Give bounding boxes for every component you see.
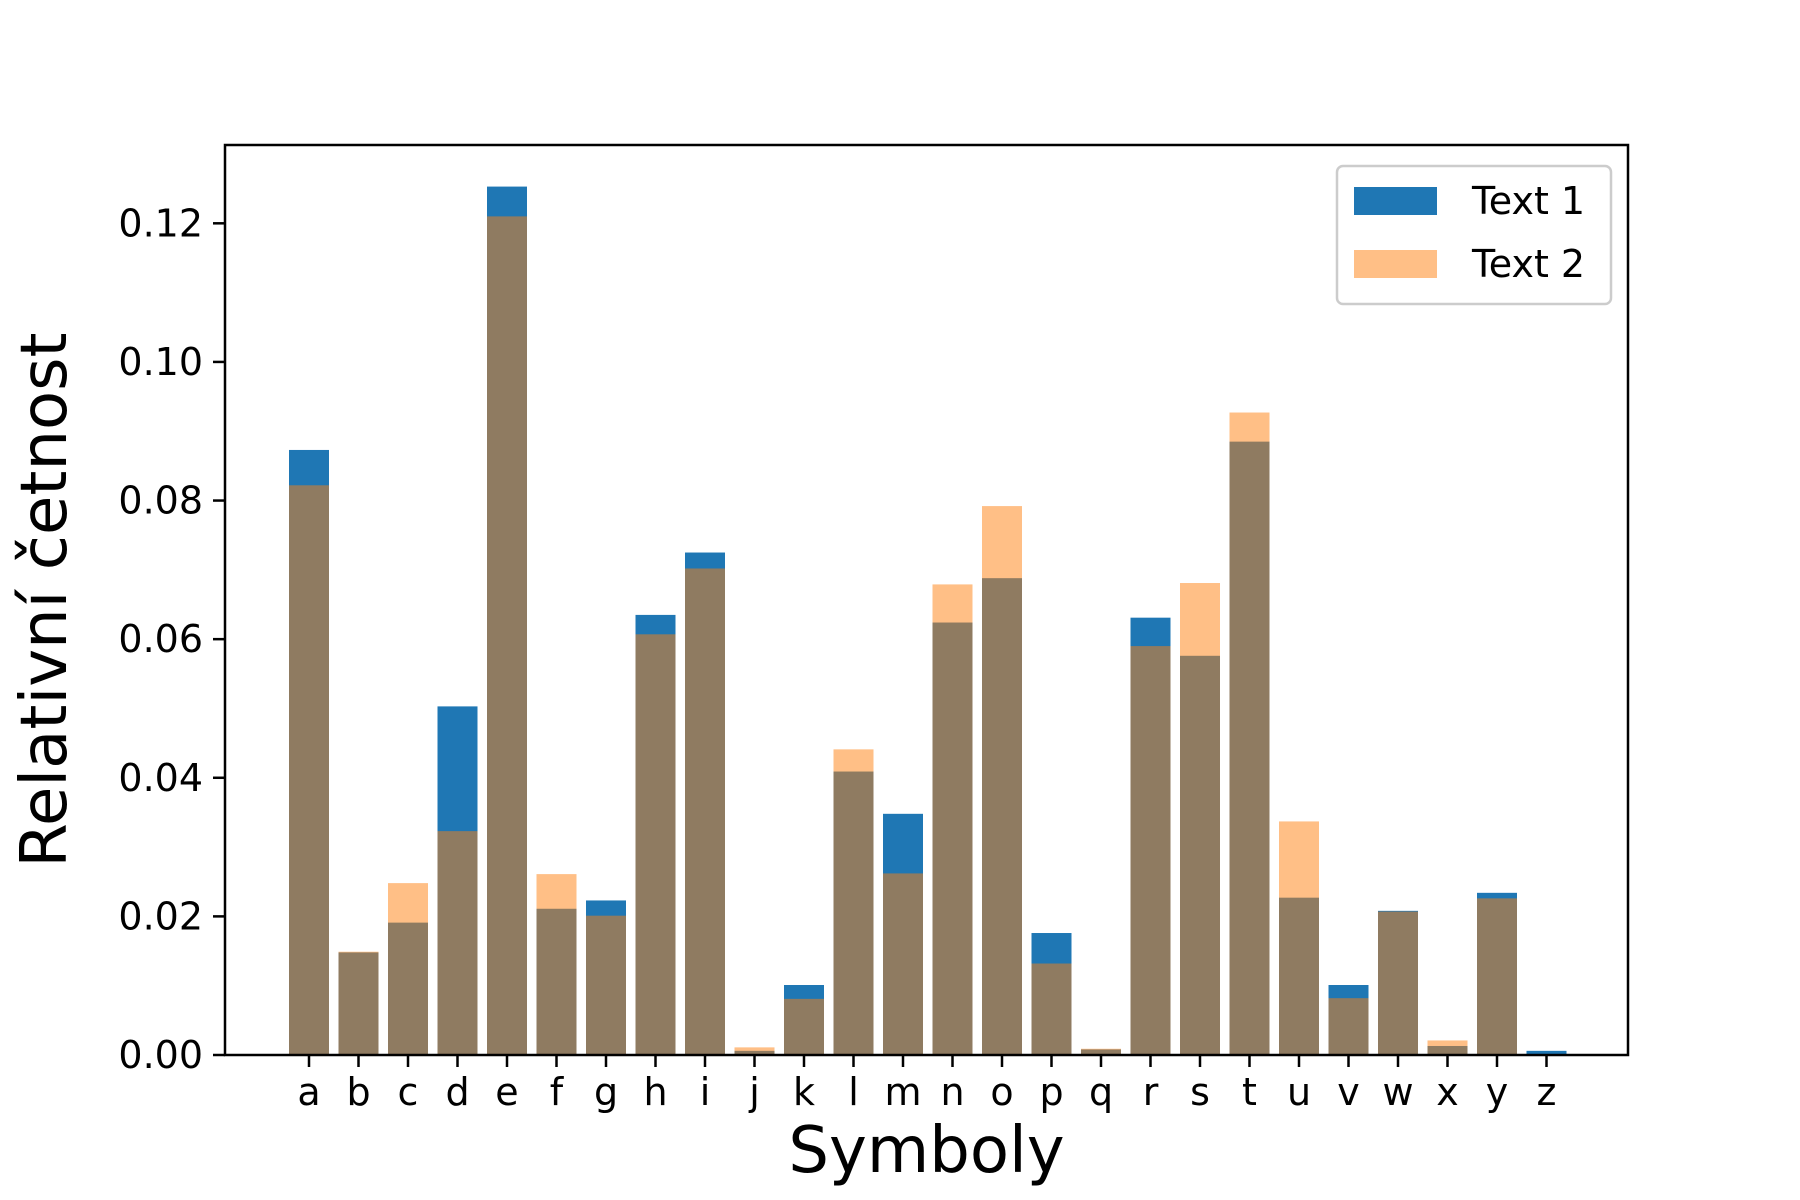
x-tick-label: t bbox=[1242, 1070, 1257, 1114]
bar-2-r bbox=[1130, 646, 1171, 1055]
x-tick-label: z bbox=[1537, 1070, 1557, 1114]
x-tick-label: n bbox=[940, 1070, 964, 1114]
x-tick-label: u bbox=[1287, 1070, 1311, 1114]
bar-2-a bbox=[289, 485, 329, 1056]
bar-2-o bbox=[982, 506, 1022, 1055]
bar-2-u bbox=[1279, 821, 1319, 1055]
x-tick-label: o bbox=[990, 1070, 1013, 1114]
bar-2-n bbox=[932, 584, 973, 1055]
x-tick-label: w bbox=[1382, 1070, 1413, 1114]
ticks-layer: 0.00 0.02 0.04 0.06 0.08 0.10 0.12 a b c d e f g h i j k l… bbox=[118, 201, 1556, 1114]
bar-2-v bbox=[1328, 998, 1369, 1055]
y-tick-label: 0.04 bbox=[118, 756, 203, 800]
x-tick-label: q bbox=[1089, 1070, 1113, 1114]
x-tick-label: s bbox=[1190, 1070, 1210, 1114]
bar-2-b bbox=[338, 951, 379, 1055]
x-tick-label: k bbox=[793, 1070, 815, 1114]
bar-2-h bbox=[635, 634, 676, 1055]
legend-label-1: Text 1 bbox=[1471, 179, 1585, 223]
x-tick-label: f bbox=[550, 1070, 565, 1114]
x-tick-label: i bbox=[700, 1070, 711, 1114]
bar-2-t bbox=[1229, 412, 1270, 1055]
y-tick-label: 0.02 bbox=[118, 894, 203, 938]
plot-frame bbox=[223, 143, 1630, 1057]
bar-2-c bbox=[388, 883, 428, 1055]
x-tick-label: e bbox=[495, 1070, 518, 1114]
y-tick-label: 0.10 bbox=[118, 340, 203, 384]
x-tick-label: d bbox=[445, 1070, 469, 1114]
y-tick-label: 0.08 bbox=[118, 479, 203, 523]
x-tick-label: r bbox=[1143, 1070, 1159, 1114]
x-tick-label: j bbox=[748, 1070, 760, 1114]
bar-2-f bbox=[536, 874, 577, 1055]
x-tick-label: m bbox=[884, 1070, 921, 1114]
bars-layer bbox=[289, 186, 1567, 1056]
legend-label-2: Text 2 bbox=[1471, 242, 1585, 286]
x-tick-label: y bbox=[1486, 1070, 1509, 1114]
x-tick-label: p bbox=[1039, 1070, 1063, 1114]
x-tick-label: l bbox=[848, 1070, 859, 1114]
bar-2-x bbox=[1427, 1040, 1468, 1055]
y-tick-label: 0.06 bbox=[118, 617, 203, 661]
legend-swatch-1 bbox=[1354, 187, 1437, 215]
legend: Text 1 Text 2 bbox=[1335, 164, 1613, 306]
bar-1-z bbox=[1526, 1050, 1567, 1055]
bar-2-m bbox=[883, 873, 923, 1055]
x-tick-label: h bbox=[643, 1070, 667, 1114]
x-tick-label: a bbox=[297, 1070, 320, 1114]
y-axis-title: Relativní četnost bbox=[8, 332, 82, 867]
bar-2-i bbox=[685, 568, 725, 1055]
bar-2-w bbox=[1378, 911, 1418, 1055]
bar-2-y bbox=[1477, 898, 1517, 1055]
y-tick-label: 0.12 bbox=[118, 201, 203, 245]
legend-swatch-2 bbox=[1354, 250, 1437, 278]
x-tick-label: c bbox=[398, 1070, 419, 1114]
bar-2-j bbox=[734, 1047, 775, 1055]
bar-2-k bbox=[784, 998, 824, 1055]
bar-2-e bbox=[487, 216, 527, 1056]
bar-2-q bbox=[1081, 1048, 1121, 1055]
bar-2-p bbox=[1031, 963, 1072, 1055]
bar-2-g bbox=[586, 915, 626, 1055]
x-tick-label: b bbox=[346, 1070, 370, 1114]
y-tick-label: 0.00 bbox=[118, 1033, 203, 1077]
bar-2-s bbox=[1180, 583, 1220, 1055]
x-axis-title: Symboly bbox=[788, 1114, 1064, 1188]
bar-2-d bbox=[437, 831, 478, 1055]
x-tick-label: v bbox=[1337, 1070, 1360, 1114]
bar-2-l bbox=[833, 749, 874, 1055]
x-tick-label: x bbox=[1436, 1070, 1459, 1114]
x-tick-label: g bbox=[594, 1070, 618, 1114]
